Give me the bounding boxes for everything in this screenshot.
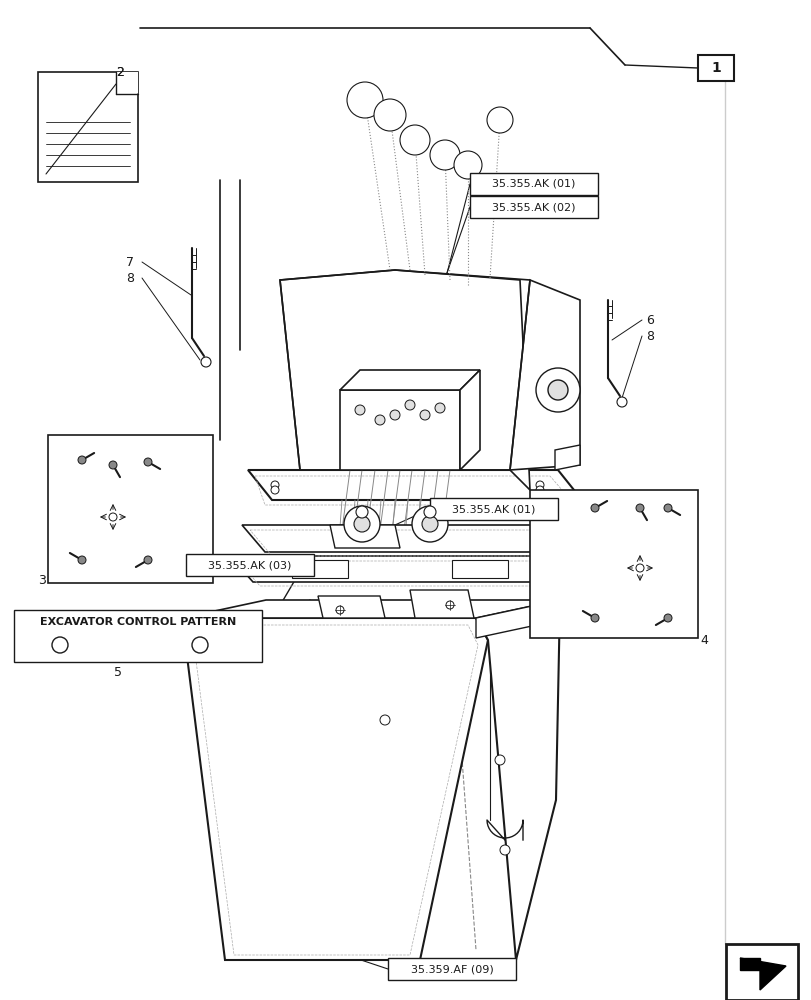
Polygon shape (739, 958, 759, 970)
Bar (186, 554, 314, 576)
Text: 7: 7 (126, 255, 134, 268)
Bar (430, 498, 557, 520)
Circle shape (336, 606, 344, 614)
Polygon shape (554, 445, 579, 470)
Bar (470, 196, 597, 218)
Text: 2: 2 (116, 66, 124, 80)
Circle shape (430, 140, 460, 170)
Text: 3: 3 (38, 574, 45, 586)
Polygon shape (509, 280, 579, 470)
Circle shape (422, 516, 437, 532)
Circle shape (535, 368, 579, 412)
Circle shape (445, 601, 453, 609)
Polygon shape (329, 525, 400, 548)
Circle shape (663, 504, 672, 512)
Text: 8: 8 (126, 271, 134, 284)
Polygon shape (739, 958, 785, 990)
Circle shape (500, 845, 509, 855)
Circle shape (191, 637, 208, 653)
Circle shape (535, 486, 543, 494)
Circle shape (495, 755, 504, 765)
Text: 35.355.AK (01): 35.355.AK (01) (452, 504, 535, 514)
Circle shape (663, 614, 672, 622)
Bar (470, 173, 597, 195)
Bar (452, 560, 508, 578)
Circle shape (635, 564, 643, 572)
Text: 4: 4 (699, 634, 707, 647)
Polygon shape (460, 370, 479, 470)
Circle shape (144, 458, 152, 466)
Bar (14, 610, 262, 662)
Polygon shape (116, 72, 138, 94)
Circle shape (590, 504, 599, 512)
Circle shape (375, 415, 384, 425)
Polygon shape (247, 470, 581, 500)
Circle shape (354, 405, 365, 415)
Polygon shape (340, 390, 460, 470)
Circle shape (144, 556, 152, 564)
Circle shape (109, 461, 117, 469)
Text: 2: 2 (116, 66, 124, 80)
Polygon shape (242, 525, 597, 552)
Circle shape (547, 380, 568, 400)
Circle shape (635, 504, 643, 512)
Circle shape (453, 151, 482, 179)
Polygon shape (410, 590, 474, 618)
Circle shape (389, 410, 400, 420)
Bar (388, 958, 515, 980)
Polygon shape (475, 600, 560, 960)
Circle shape (616, 397, 626, 407)
Text: 35.355.AK (02): 35.355.AK (02) (491, 202, 575, 212)
Polygon shape (230, 556, 594, 582)
Circle shape (78, 556, 86, 564)
Circle shape (380, 715, 389, 725)
Circle shape (346, 82, 383, 118)
Text: 35.355.AK (01): 35.355.AK (01) (491, 179, 575, 189)
Circle shape (271, 486, 279, 494)
Circle shape (109, 513, 117, 521)
Circle shape (355, 506, 367, 518)
Bar (48, 435, 212, 583)
Circle shape (590, 614, 599, 622)
Circle shape (435, 403, 444, 413)
Circle shape (78, 456, 86, 464)
Bar (292, 560, 348, 578)
Bar (725, 944, 797, 1000)
Text: 8: 8 (646, 330, 653, 342)
Polygon shape (318, 596, 384, 618)
Circle shape (535, 481, 543, 489)
Polygon shape (340, 370, 479, 390)
Polygon shape (182, 600, 560, 618)
Text: 35.359.AF (09): 35.359.AF (09) (410, 964, 493, 974)
Circle shape (419, 410, 430, 420)
Bar (697, 55, 733, 81)
Text: EXCAVATOR CONTROL PATTERN: EXCAVATOR CONTROL PATTERN (40, 617, 236, 627)
Bar (38, 72, 138, 182)
Circle shape (271, 481, 279, 489)
Circle shape (400, 125, 430, 155)
Text: 1: 1 (710, 61, 720, 75)
Text: 5: 5 (114, 666, 122, 680)
Circle shape (344, 506, 380, 542)
Circle shape (423, 506, 436, 518)
Circle shape (411, 506, 448, 542)
Text: 6: 6 (646, 314, 653, 326)
Circle shape (487, 107, 513, 133)
Text: 35.355.AK (03): 35.355.AK (03) (208, 560, 291, 570)
Circle shape (354, 516, 370, 532)
Circle shape (374, 99, 406, 131)
Circle shape (405, 400, 414, 410)
Polygon shape (182, 618, 487, 960)
Circle shape (52, 637, 68, 653)
Bar (530, 490, 697, 638)
Polygon shape (475, 600, 560, 638)
Polygon shape (280, 270, 530, 490)
Circle shape (201, 357, 211, 367)
